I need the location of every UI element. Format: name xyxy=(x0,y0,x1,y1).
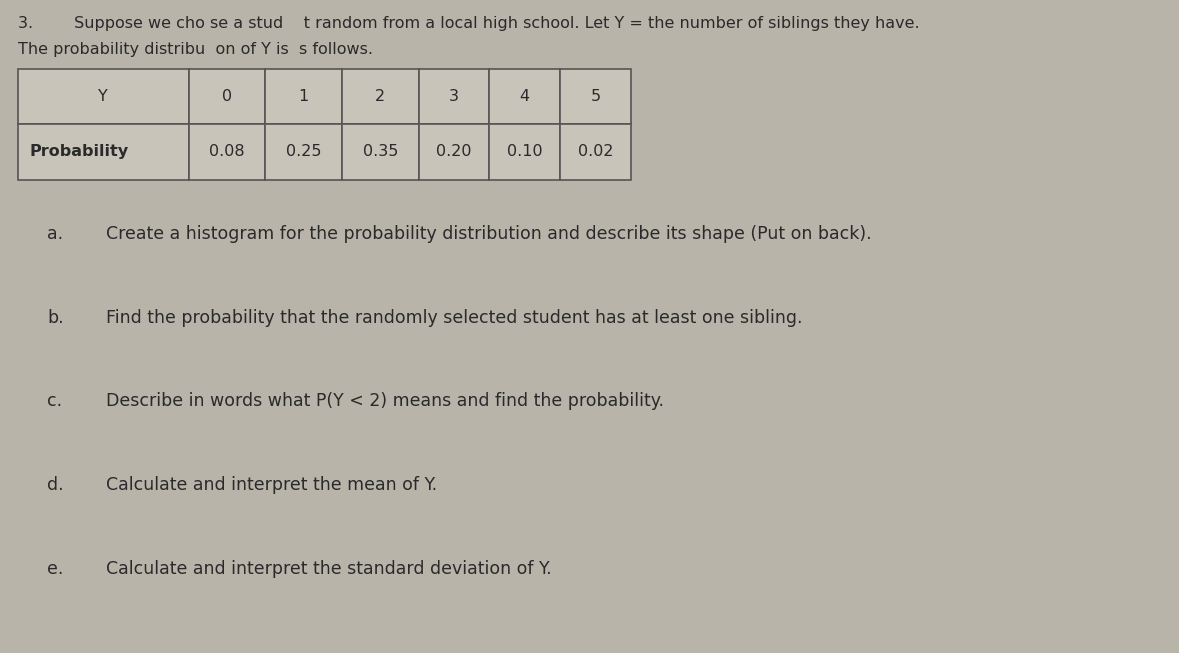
Bar xyxy=(189,69,265,124)
Text: 0.35: 0.35 xyxy=(362,144,399,159)
Text: Probability: Probability xyxy=(29,144,129,159)
Text: 0.10: 0.10 xyxy=(507,144,542,159)
Text: 0: 0 xyxy=(222,89,232,104)
Bar xyxy=(189,124,265,180)
Text: 4: 4 xyxy=(520,89,529,104)
Text: d.: d. xyxy=(47,476,64,494)
Bar xyxy=(18,69,189,124)
Bar xyxy=(560,69,631,124)
Bar xyxy=(489,124,560,180)
Text: a.: a. xyxy=(47,225,64,244)
Text: 3: 3 xyxy=(449,89,459,104)
Text: e.: e. xyxy=(47,560,64,578)
Text: c.: c. xyxy=(47,392,62,411)
Text: Create a histogram for the probability distribution and describe its shape (Put : Create a histogram for the probability d… xyxy=(106,225,871,244)
Text: Calculate and interpret the standard deviation of Y.: Calculate and interpret the standard dev… xyxy=(106,560,552,578)
Bar xyxy=(560,124,631,180)
Text: The probability distribu  on of Y is  s follows.: The probability distribu on of Y is s fo… xyxy=(18,42,373,57)
Bar xyxy=(265,124,342,180)
Bar xyxy=(489,69,560,124)
Bar xyxy=(419,124,489,180)
Text: 5: 5 xyxy=(591,89,600,104)
Text: Calculate and interpret the mean of Y.: Calculate and interpret the mean of Y. xyxy=(106,476,437,494)
Bar xyxy=(419,69,489,124)
Text: Find the probability that the randomly selected student has at least one sibling: Find the probability that the randomly s… xyxy=(106,309,803,327)
Bar xyxy=(342,124,419,180)
Text: Describe in words what P(Y < 2) means and find the probability.: Describe in words what P(Y < 2) means an… xyxy=(106,392,664,411)
Text: 3.        Suppose we cho se a stud    t random from a local high school. Let Y =: 3. Suppose we cho se a stud t random fro… xyxy=(18,16,920,31)
Text: Y: Y xyxy=(98,89,108,104)
Text: 0.02: 0.02 xyxy=(578,144,613,159)
Text: b.: b. xyxy=(47,309,64,327)
Text: 1: 1 xyxy=(298,89,309,104)
Bar xyxy=(265,69,342,124)
Text: 0.08: 0.08 xyxy=(209,144,245,159)
Text: 0.25: 0.25 xyxy=(285,144,322,159)
Bar xyxy=(18,124,189,180)
Bar xyxy=(342,69,419,124)
Text: 2: 2 xyxy=(375,89,386,104)
Text: 0.20: 0.20 xyxy=(436,144,472,159)
